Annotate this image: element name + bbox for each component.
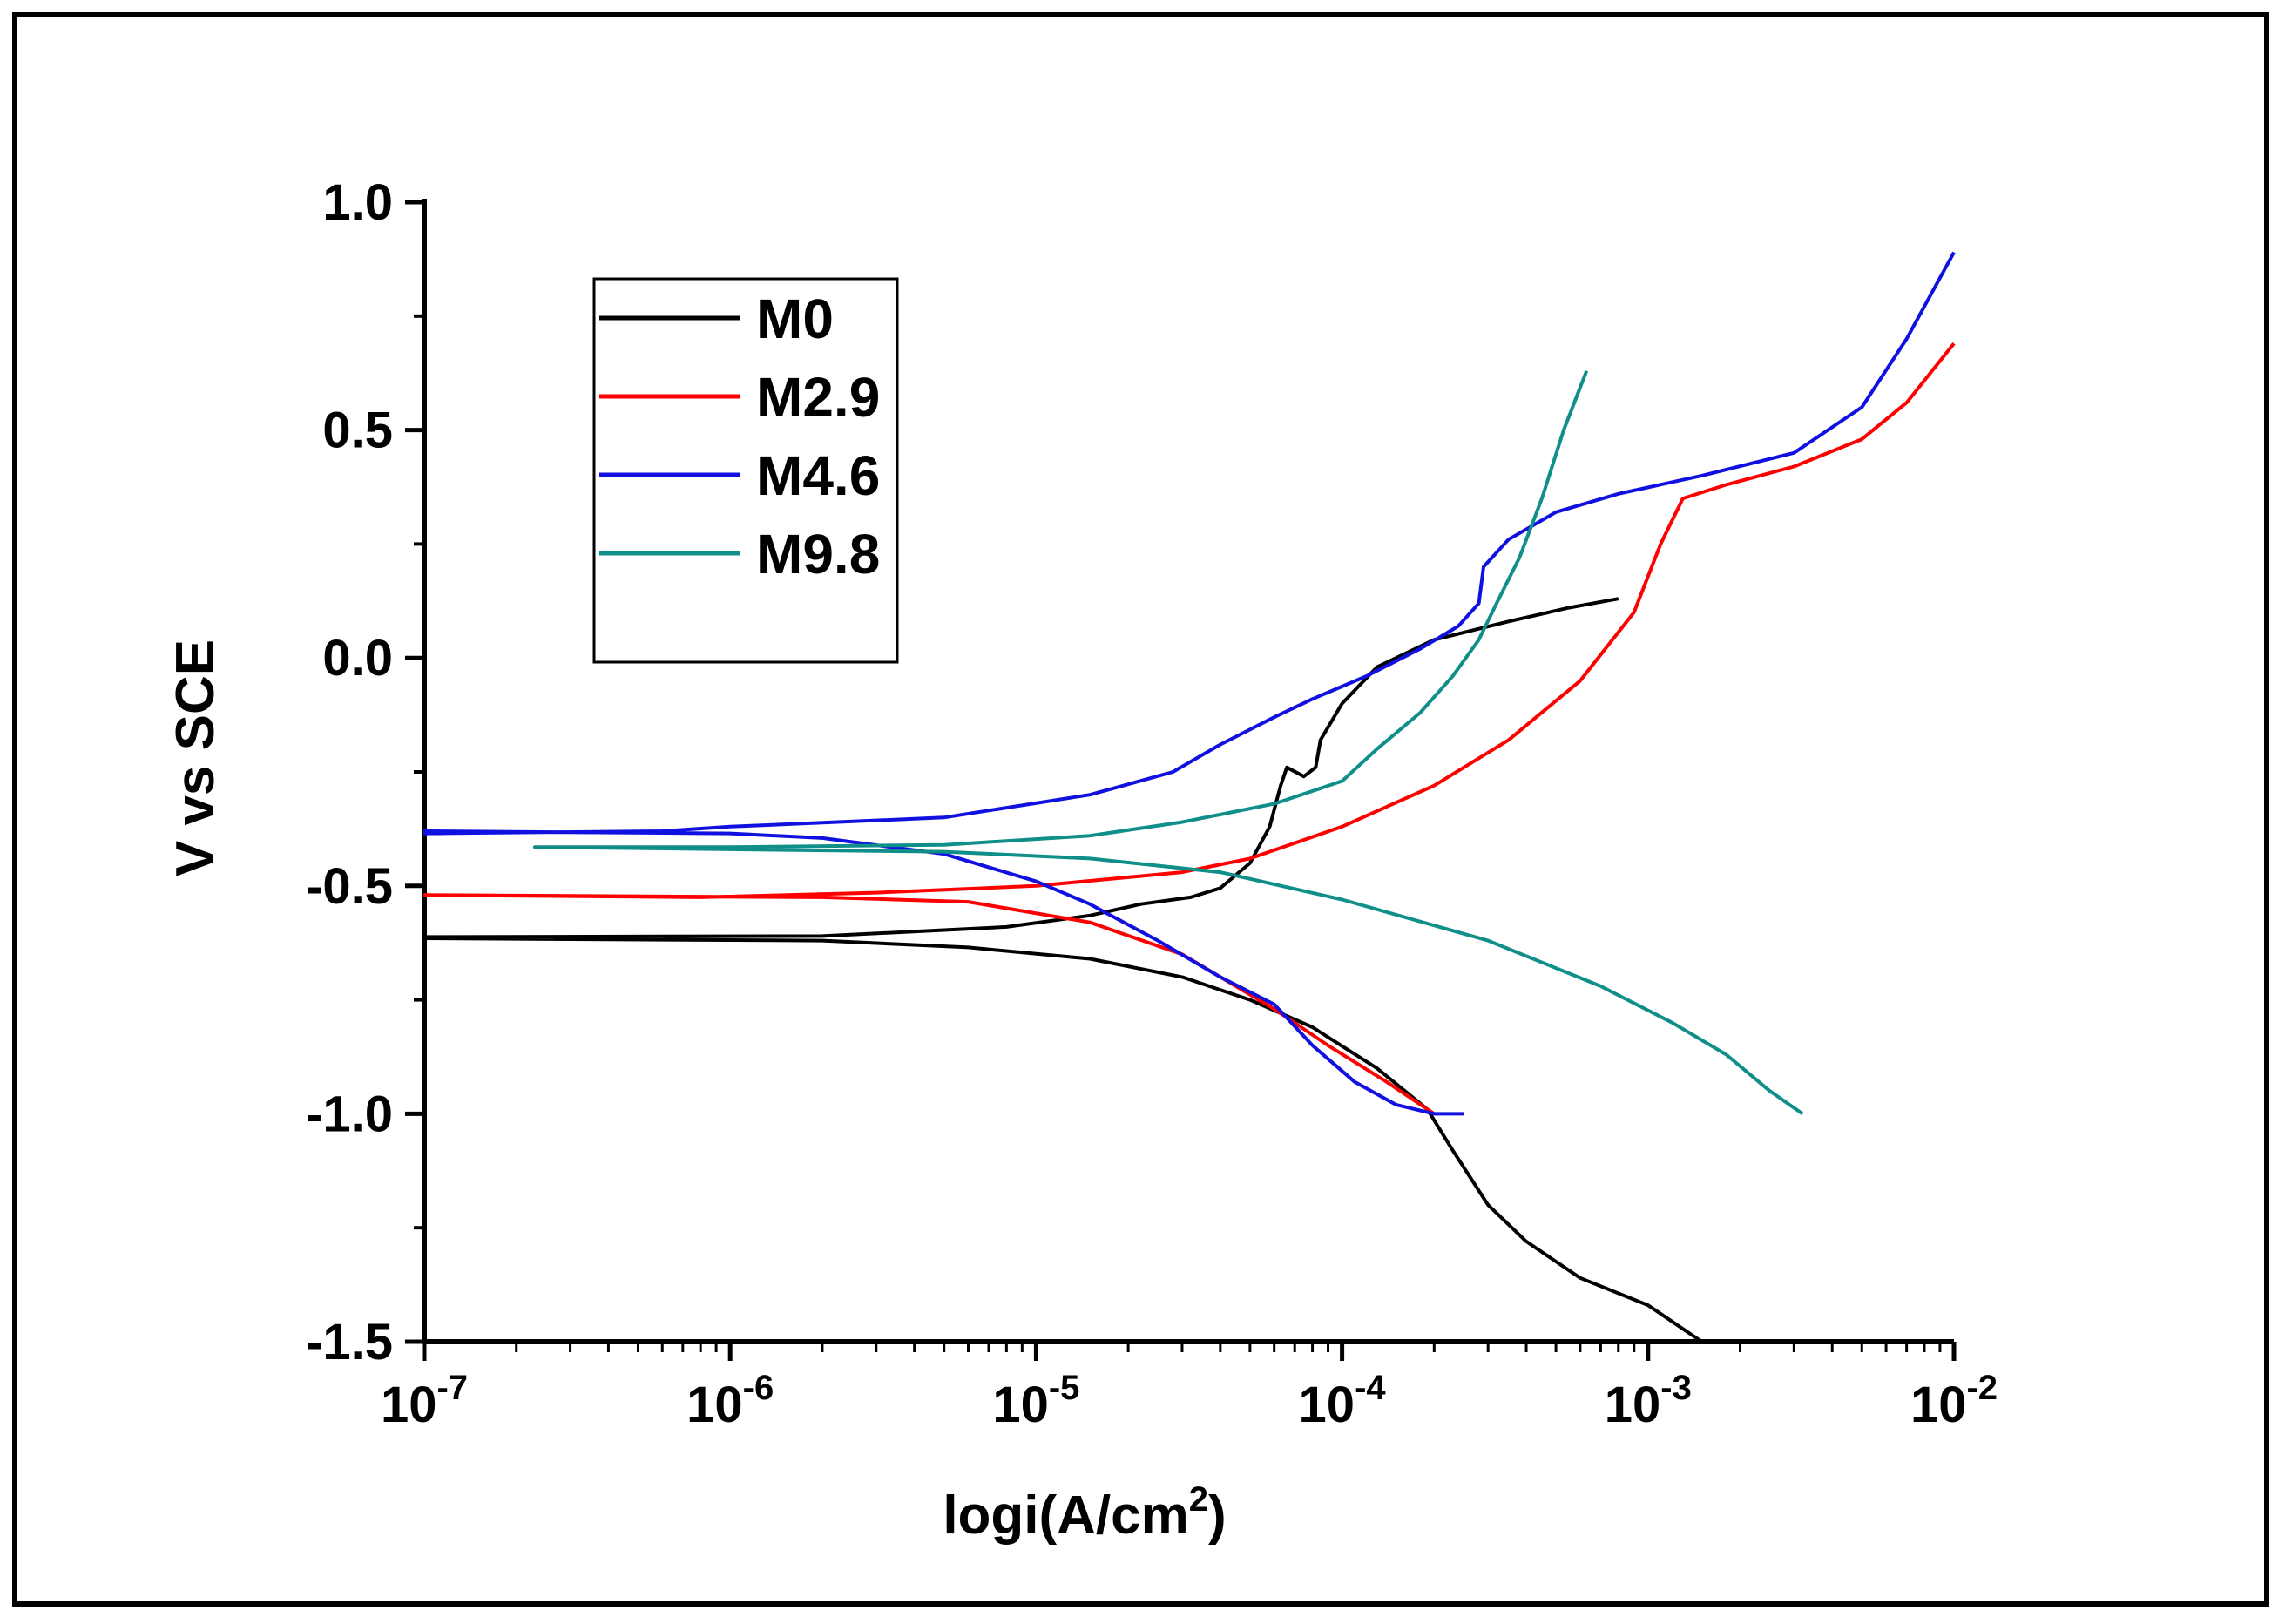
x-axis-title-main: logi(A/cm: [943, 1485, 1188, 1546]
axes: 1.0 0.5 0.0 -0.5 -1.0 -1.510-7 10-6 10-5 10-4 10-…: [306, 174, 1998, 1433]
legend-box: [592, 277, 899, 664]
y-tick-label: -1.0: [306, 1086, 393, 1142]
svg-text:logi(A/cm2): logi(A/cm2): [943, 1480, 1226, 1546]
x-axis-title: logi(A/cm2): [943, 1480, 1226, 1546]
series-line-m9-8: [533, 369, 1804, 1116]
legend-label-m4-6: M4.6: [756, 444, 880, 507]
series-layer: [423, 251, 1956, 1343]
x-tick-label: 10-3: [1605, 1369, 1692, 1433]
y-tick-label: 0.0: [322, 630, 393, 687]
x-tick-label: 10-5: [992, 1369, 1079, 1433]
series-line-m0: [423, 597, 1703, 1343]
x-axis-title-sup: 2: [1189, 1480, 1208, 1519]
legend: M0 M2.9 M4.6 M9.8: [592, 277, 899, 664]
x-tick-label: 10-2: [1910, 1369, 1998, 1433]
series-line-m2-9: [423, 342, 1956, 1116]
x-axis-title-end: ): [1208, 1485, 1227, 1546]
y-tick-label: -1.5: [306, 1314, 393, 1370]
x-tick-label: 10-4: [1299, 1369, 1387, 1433]
x-tick-label: 10-7: [381, 1369, 468, 1433]
y-tick-label: 0.5: [322, 403, 393, 459]
legend-label-m9-8: M9.8: [756, 523, 880, 585]
y-tick-label: -0.5: [306, 858, 393, 915]
series-line-m4-6: [423, 251, 1956, 1116]
x-tick-label: 10-6: [686, 1369, 774, 1433]
y-axis-title: V vs SCE: [166, 639, 226, 876]
y-tick-label: 1.0: [322, 174, 393, 231]
legend-label-m2-9: M2.9: [756, 366, 880, 429]
figure-border: [12, 12, 2269, 1607]
legend-label-m0: M0: [756, 288, 834, 350]
